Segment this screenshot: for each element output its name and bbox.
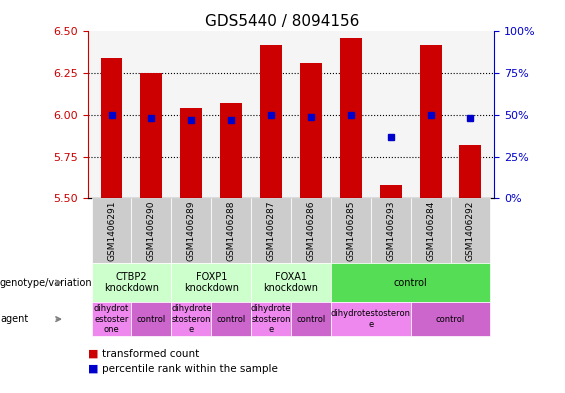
Text: FOXP1
knockdown: FOXP1 knockdown	[184, 272, 238, 293]
Text: dihydrote
stosteron
e: dihydrote stosteron e	[171, 304, 211, 334]
Text: control: control	[436, 315, 465, 323]
Text: control: control	[137, 315, 166, 323]
Text: GSM1406292: GSM1406292	[466, 201, 475, 261]
Text: CTBP2
knockdown: CTBP2 knockdown	[104, 272, 159, 293]
Text: transformed count: transformed count	[102, 349, 199, 359]
Bar	[220, 103, 242, 198]
Bar	[459, 145, 481, 198]
Text: agent: agent	[0, 314, 28, 324]
Text: GSM1406285: GSM1406285	[346, 201, 355, 261]
Bar	[101, 58, 123, 198]
Bar	[380, 185, 402, 198]
Bar	[180, 108, 202, 198]
Text: genotype/variation: genotype/variation	[0, 277, 93, 288]
Text: GSM1406284: GSM1406284	[426, 201, 435, 261]
Text: control: control	[296, 315, 325, 323]
Bar	[420, 45, 441, 198]
Text: ■: ■	[88, 349, 98, 359]
Text: control: control	[216, 315, 246, 323]
Text: GSM1406287: GSM1406287	[267, 201, 276, 261]
Text: GSM1406286: GSM1406286	[306, 201, 315, 261]
Bar	[260, 45, 282, 198]
Text: percentile rank within the sample: percentile rank within the sample	[102, 364, 277, 374]
Text: GSM1406289: GSM1406289	[187, 201, 195, 261]
Text: GDS5440 / 8094156: GDS5440 / 8094156	[205, 14, 360, 29]
Bar	[300, 63, 322, 198]
Text: ■: ■	[88, 364, 98, 374]
Text: GSM1406290: GSM1406290	[147, 201, 156, 261]
Text: FOXA1
knockdown: FOXA1 knockdown	[263, 272, 319, 293]
Text: GSM1406288: GSM1406288	[227, 201, 236, 261]
Text: dihydrotestosteron
e: dihydrotestosteron e	[331, 309, 411, 329]
Text: GSM1406293: GSM1406293	[386, 201, 395, 261]
Text: control: control	[394, 277, 428, 288]
Bar	[141, 73, 162, 198]
Text: dihydrot
estoster
one: dihydrot estoster one	[94, 304, 129, 334]
Text: GSM1406291: GSM1406291	[107, 201, 116, 261]
Text: dihydrote
stosteron
e: dihydrote stosteron e	[251, 304, 292, 334]
Bar	[340, 38, 362, 198]
